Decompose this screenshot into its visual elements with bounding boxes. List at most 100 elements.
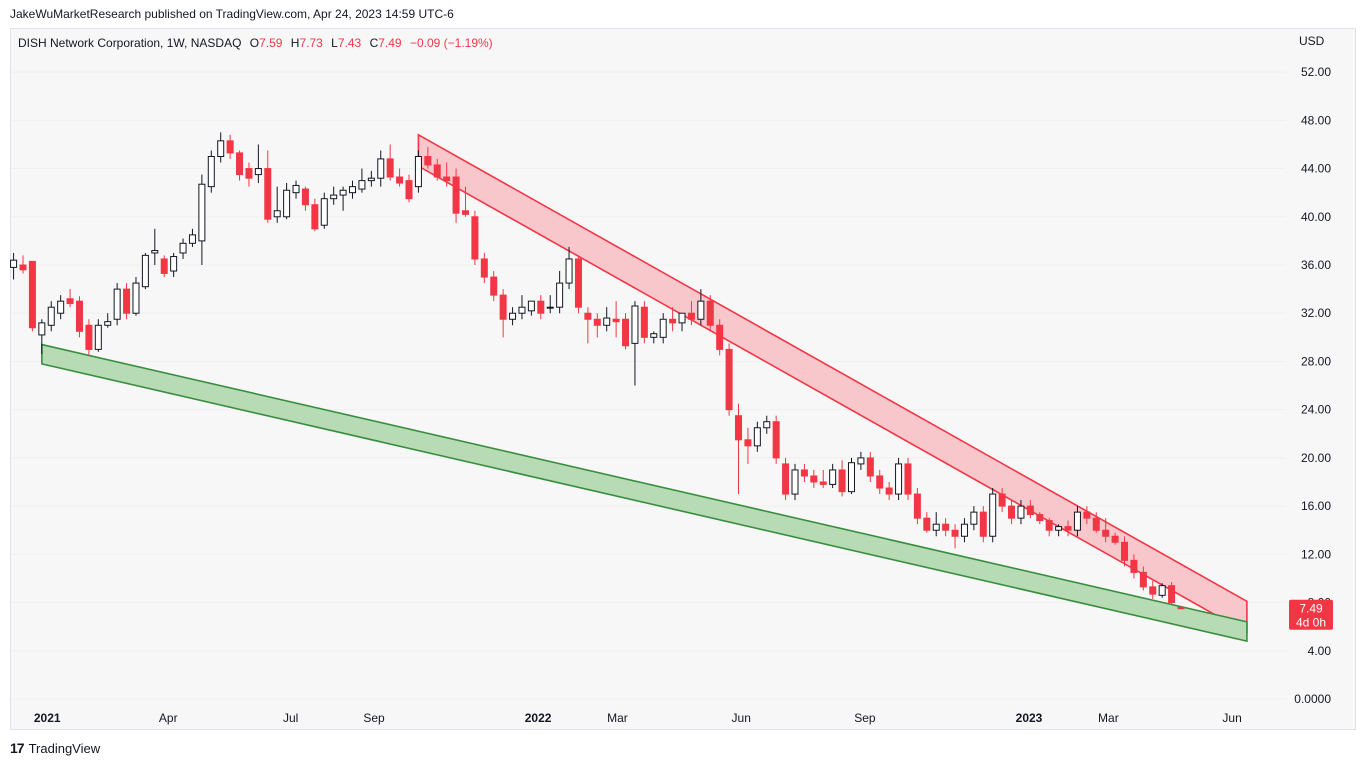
candle[interactable] [1026, 505, 1034, 516]
candle[interactable] [47, 306, 55, 326]
candle[interactable] [123, 288, 131, 314]
candle[interactable] [85, 324, 93, 350]
tradingview-footer[interactable]: 17 TradingView [10, 740, 100, 756]
candle[interactable] [386, 158, 394, 178]
candle[interactable] [1083, 511, 1091, 519]
candle[interactable] [94, 324, 102, 350]
candle[interactable] [744, 439, 752, 447]
candle[interactable] [556, 282, 564, 308]
candle[interactable] [292, 184, 300, 194]
candle[interactable] [273, 210, 281, 218]
candle[interactable] [923, 517, 931, 531]
candle[interactable] [782, 463, 790, 495]
candle[interactable] [490, 276, 498, 296]
candle[interactable] [1130, 559, 1138, 573]
candle[interactable] [104, 321, 112, 326]
candle[interactable] [810, 475, 818, 483]
candle[interactable] [66, 298, 74, 305]
candle[interactable] [1064, 526, 1072, 531]
candle[interactable] [838, 469, 846, 493]
candle[interactable] [640, 306, 648, 338]
candle[interactable] [217, 140, 225, 157]
candle[interactable] [951, 529, 959, 537]
candle[interactable] [367, 177, 375, 182]
candle[interactable] [396, 176, 404, 184]
candle[interactable] [1073, 511, 1081, 531]
candle[interactable] [716, 324, 724, 350]
candle[interactable] [1149, 586, 1157, 595]
candle[interactable] [1177, 606, 1185, 610]
candle[interactable] [735, 415, 743, 441]
candle[interactable] [866, 457, 874, 477]
candle[interactable] [1036, 514, 1044, 522]
candle[interactable] [207, 156, 215, 188]
candle[interactable] [998, 493, 1006, 507]
candle[interactable] [320, 198, 328, 226]
candle[interactable] [75, 300, 83, 332]
candle[interactable] [829, 469, 837, 485]
candle[interactable] [1168, 585, 1176, 604]
candle[interactable] [772, 421, 780, 459]
candle[interactable] [669, 318, 677, 324]
candle[interactable] [979, 511, 987, 537]
candle[interactable] [160, 258, 168, 274]
candle[interactable] [518, 306, 526, 314]
candle[interactable] [631, 305, 639, 344]
candle[interactable] [151, 250, 159, 254]
candle[interactable] [622, 318, 630, 347]
candle[interactable] [1111, 535, 1119, 543]
candle[interactable] [226, 140, 234, 154]
candle[interactable] [499, 294, 507, 320]
candle[interactable] [753, 427, 761, 447]
candle[interactable] [236, 152, 244, 176]
candle[interactable] [443, 176, 451, 182]
candle[interactable] [603, 317, 611, 326]
candle[interactable] [509, 312, 517, 320]
candle[interactable] [461, 210, 469, 215]
support-trendline[interactable] [41, 343, 1248, 643]
candle[interactable] [819, 481, 827, 485]
candle[interactable] [1017, 505, 1025, 519]
candle[interactable] [1158, 585, 1166, 596]
candle[interactable] [57, 300, 65, 314]
candle[interactable] [942, 523, 950, 531]
candle[interactable] [170, 256, 178, 272]
candle[interactable] [537, 300, 545, 314]
candle[interactable] [452, 176, 460, 214]
candle[interactable] [1055, 526, 1063, 531]
candle[interactable] [565, 258, 573, 284]
candle[interactable] [132, 282, 140, 314]
candle[interactable] [913, 493, 921, 519]
candle[interactable] [960, 523, 968, 537]
candle[interactable] [198, 183, 206, 242]
candle[interactable] [650, 333, 658, 338]
candle[interactable] [339, 189, 347, 196]
candle[interactable] [1092, 517, 1100, 531]
candle[interactable] [876, 475, 884, 489]
candle[interactable] [612, 318, 620, 323]
candle[interactable] [989, 493, 997, 537]
candle[interactable] [706, 300, 714, 326]
candle[interactable] [847, 462, 855, 493]
candle[interactable] [188, 234, 196, 244]
candle[interactable] [1102, 529, 1110, 537]
candle[interactable] [414, 156, 422, 188]
candle[interactable] [678, 312, 686, 324]
candle[interactable] [791, 469, 799, 495]
candle[interactable] [264, 168, 272, 220]
candle[interactable] [283, 189, 291, 218]
candle[interactable] [10, 259, 18, 268]
candle[interactable] [546, 306, 554, 309]
candle[interactable] [800, 469, 808, 477]
candle[interactable] [311, 204, 319, 230]
candle[interactable] [19, 264, 27, 271]
candle[interactable] [574, 258, 582, 308]
candle[interactable] [687, 312, 695, 320]
candle[interactable] [904, 463, 912, 495]
candle[interactable] [932, 523, 940, 531]
candle[interactable] [141, 254, 149, 288]
candle[interactable] [358, 180, 366, 190]
candle[interactable] [245, 168, 253, 179]
candle[interactable] [424, 156, 432, 166]
